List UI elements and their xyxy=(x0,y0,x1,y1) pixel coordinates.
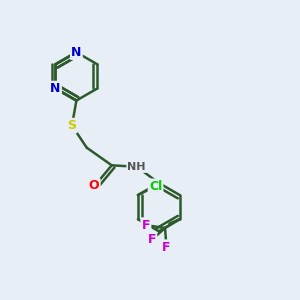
Text: Cl: Cl xyxy=(149,180,162,193)
Text: NH: NH xyxy=(128,162,146,172)
Text: O: O xyxy=(89,179,99,192)
Text: F: F xyxy=(148,233,156,246)
Text: F: F xyxy=(162,241,171,254)
Text: N: N xyxy=(71,46,82,59)
Text: F: F xyxy=(142,219,150,232)
Text: S: S xyxy=(68,119,76,132)
Text: N: N xyxy=(50,82,61,95)
